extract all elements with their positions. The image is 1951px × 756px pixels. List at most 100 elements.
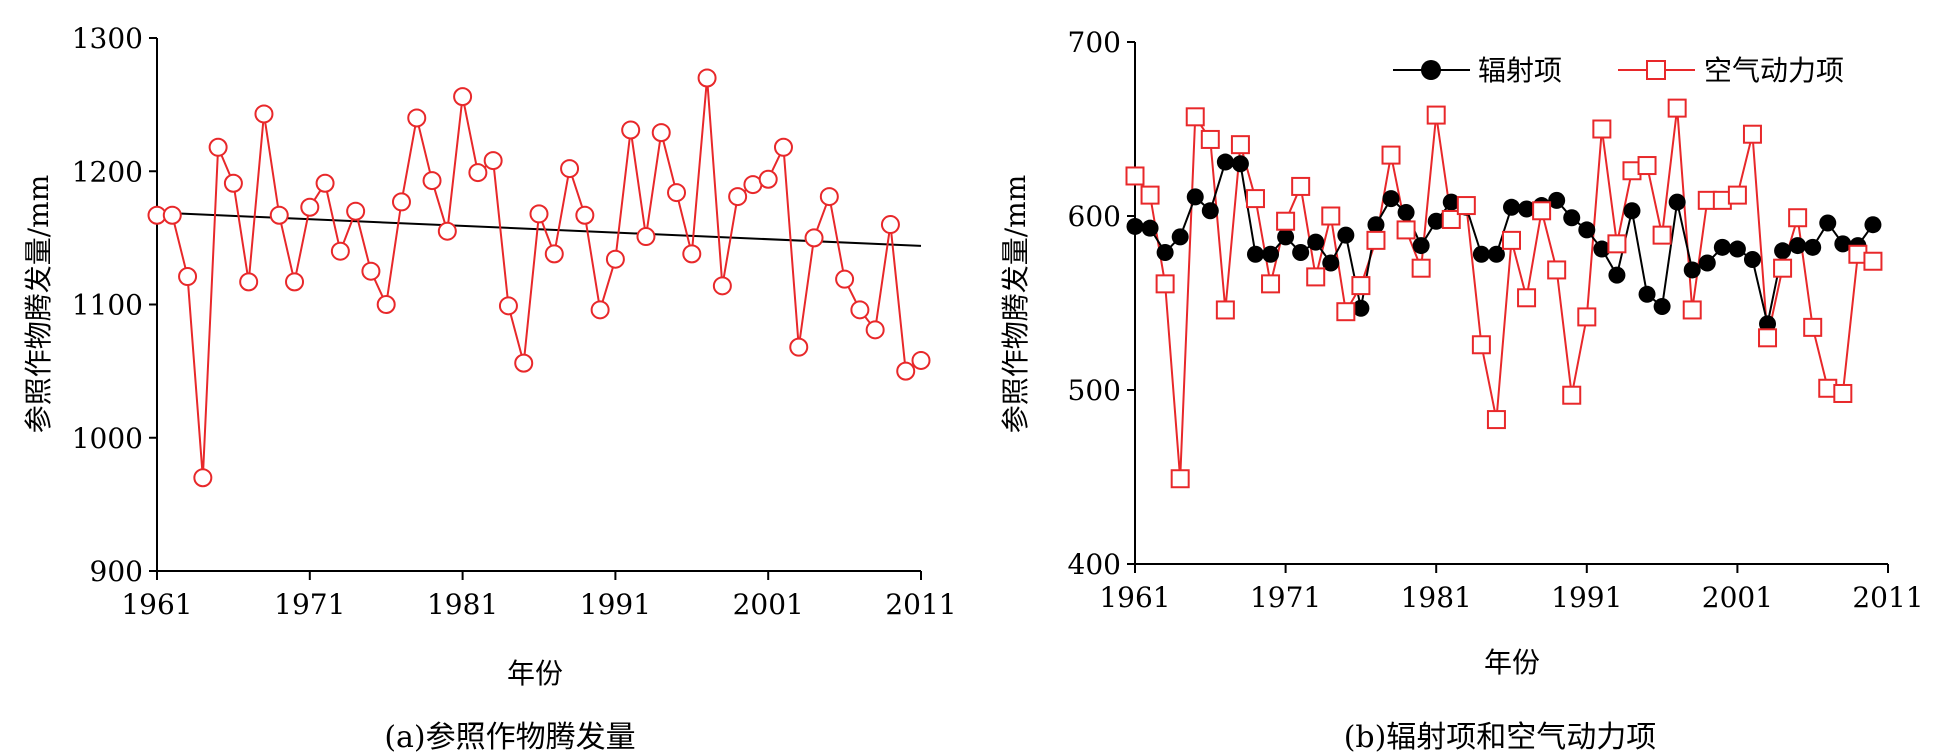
radiation-point (1713, 238, 1731, 256)
radiation-point (1397, 204, 1415, 222)
chart-b: 400 500 600 700 1961 1971 1981 1991 2001 2011 辐射… (999, 26, 1924, 679)
aero-point (1381, 145, 1401, 165)
aero-point (1396, 220, 1416, 240)
et0-point (193, 468, 213, 488)
radiation-point (1472, 245, 1490, 263)
chart-b-ylabel: 参照作物腾发量/mm (999, 175, 1032, 434)
aero-point (1637, 156, 1657, 176)
radiation-point (1231, 155, 1249, 173)
aero-point (1863, 251, 1883, 271)
et0-point (346, 201, 366, 221)
et0-point (239, 272, 259, 292)
aero-point (1351, 276, 1371, 296)
radiation-point (1141, 219, 1159, 237)
et0-point (697, 68, 717, 88)
et0-point (483, 151, 503, 171)
aero-point (1411, 258, 1431, 278)
radiation-point (1698, 254, 1716, 272)
radiation-point (1322, 254, 1340, 272)
radiation-point (1548, 191, 1566, 209)
caption-b: (b)辐射项和空气动力项 (1343, 720, 1657, 755)
b-ytick-label: 600 (1068, 200, 1121, 233)
radiation-point (1728, 240, 1746, 258)
et0-point (330, 241, 350, 261)
a-xtick-label: 2011 (885, 588, 956, 621)
radiation-point (1774, 242, 1792, 260)
aero-point (1773, 258, 1793, 278)
radiation-point (1186, 188, 1204, 206)
et0-point (789, 337, 809, 357)
radiation-point (1834, 235, 1852, 253)
et0-point (880, 215, 900, 235)
aero-point (1291, 176, 1311, 196)
a-ytick-label: 900 (90, 555, 143, 588)
et0-point (468, 163, 488, 183)
aero-point (1833, 383, 1853, 403)
legend-radiation-marker (1421, 60, 1441, 80)
radiation-point (1503, 198, 1520, 216)
aero-point (1140, 185, 1160, 205)
radiation-point (1201, 202, 1219, 220)
et0-point (254, 104, 274, 124)
radiation-point (1789, 237, 1807, 255)
b-xtick-label: 2011 (1852, 581, 1923, 614)
et0-point (712, 276, 732, 296)
radiation-point (1683, 261, 1701, 279)
et0-point (223, 173, 243, 193)
radiation-point (1638, 285, 1656, 303)
aero-point (1486, 410, 1506, 430)
et0-point (529, 204, 549, 224)
et0-point (575, 205, 595, 225)
et0-point (911, 350, 931, 370)
aero-point (1517, 288, 1537, 308)
radiation-point (1262, 245, 1280, 263)
chart-a-ylabel: 参照作物腾发量/mm (22, 175, 55, 434)
et0-point (422, 171, 442, 191)
aero-point (1502, 230, 1521, 250)
et0-point (819, 187, 839, 207)
aero-point (1667, 98, 1687, 118)
et0-point (544, 244, 564, 264)
et0-point (437, 221, 457, 241)
aero-point (1170, 469, 1190, 489)
et0-point (361, 261, 381, 281)
aero-point (1336, 302, 1356, 322)
radiation-point (1442, 193, 1460, 211)
aero-point (1682, 300, 1702, 320)
a-xtick-label: 1961 (121, 588, 192, 621)
et0-point (590, 300, 610, 320)
radiation-point (1307, 233, 1325, 251)
a-ytick-label: 1200 (72, 155, 143, 188)
aero-point (1547, 260, 1567, 280)
aero-point (1758, 328, 1778, 348)
aero-point (1803, 317, 1823, 337)
aero-point (1245, 189, 1265, 209)
et0-point (651, 123, 671, 143)
b-xtick-label: 2001 (1702, 581, 1773, 614)
radiation-point (1382, 190, 1400, 208)
et0-point (300, 197, 320, 217)
radiation-point (1427, 212, 1445, 230)
aero-point (1230, 135, 1250, 155)
et0-point (667, 183, 687, 203)
et0-point (315, 173, 335, 193)
a-ytick-label: 1000 (72, 422, 143, 455)
chart-b-legend: 辐射项 空气动力项 (1393, 54, 1844, 87)
et0-point (560, 159, 580, 179)
aero-point (1366, 230, 1386, 250)
radiation-point (1367, 216, 1385, 234)
et0-point (285, 272, 305, 292)
radiation-point (1246, 245, 1264, 263)
radiation-point (1743, 251, 1761, 268)
a-xtick-label: 1971 (274, 588, 345, 621)
aero-point (1321, 206, 1341, 226)
aero-point (1155, 274, 1175, 294)
radiation-point (1804, 238, 1822, 256)
et0-point (621, 120, 641, 140)
radiation-point (1578, 221, 1596, 239)
et0-point (514, 353, 534, 373)
aero-point (1276, 211, 1296, 231)
radiation-point (1277, 228, 1295, 246)
et0-point (728, 187, 748, 207)
et0-point (453, 87, 473, 107)
